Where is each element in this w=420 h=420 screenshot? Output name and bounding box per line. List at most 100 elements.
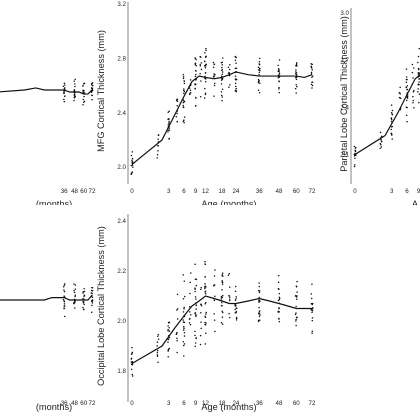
x-tick-label: 3 <box>167 400 171 407</box>
scatter-point <box>221 280 223 282</box>
scatter-point <box>63 90 65 92</box>
scatter-point <box>391 109 394 112</box>
scatter-point <box>278 71 280 73</box>
scatter-point <box>92 84 94 87</box>
x-axis-title: (months) <box>36 402 72 412</box>
scatter-point <box>200 80 202 82</box>
scatter-point <box>183 90 186 93</box>
scatter-point <box>311 87 313 89</box>
scatter-point <box>235 310 238 313</box>
scatter-point <box>380 138 382 141</box>
scatter-point <box>182 344 185 347</box>
scatter-point <box>390 132 392 134</box>
y-tick-label: 1.8 <box>117 368 126 375</box>
scatter-point <box>213 75 215 77</box>
scatter-point <box>183 280 186 282</box>
scatter-point <box>157 144 160 147</box>
scatter-point <box>91 304 93 307</box>
scatter-point <box>353 165 356 168</box>
scatter-point <box>176 112 178 115</box>
scatter-point <box>195 73 197 76</box>
scatter-point <box>221 88 224 90</box>
scatter-point <box>310 71 313 74</box>
scatter-point <box>182 341 185 343</box>
scatter-point <box>310 65 312 67</box>
scatter-point <box>310 293 313 295</box>
scatter-point <box>213 82 216 85</box>
scatter-point <box>91 296 94 298</box>
trend-line <box>0 87 93 95</box>
scatter-point <box>64 87 66 89</box>
scatter-point <box>182 274 184 276</box>
scatter-point <box>411 71 414 74</box>
scatter-point <box>310 67 313 69</box>
scatter-point <box>195 298 197 300</box>
scatter-point <box>354 164 356 166</box>
scatter-point <box>296 295 298 297</box>
scatter-point <box>213 284 216 286</box>
scatter-point <box>296 298 298 300</box>
scatter-point <box>257 66 260 69</box>
y-tick-label: 2.4 <box>117 218 126 225</box>
scatter-point <box>212 284 215 287</box>
scatter-point <box>204 283 206 285</box>
scatter-point <box>194 105 197 107</box>
scatter-point <box>258 71 261 73</box>
scatter-point <box>83 308 85 311</box>
scatter-point <box>204 80 207 83</box>
scatter-point <box>417 88 419 90</box>
scatter-point <box>418 101 420 104</box>
scatter-point <box>277 287 280 290</box>
scatter-point <box>82 103 84 106</box>
scatter-point <box>62 298 65 301</box>
scatter-point <box>205 286 207 288</box>
x-tick-label: 48 <box>71 188 78 195</box>
scatter-point <box>406 85 409 87</box>
scatter-point <box>235 67 238 69</box>
scatter-point <box>204 290 207 293</box>
scatter-point <box>278 80 280 83</box>
scatter-point <box>234 308 236 311</box>
scatter-point <box>390 104 393 106</box>
scatter-point <box>194 69 197 72</box>
scatter-point <box>204 315 206 318</box>
scatter-point <box>221 323 224 325</box>
scatter-point <box>277 281 280 284</box>
scatter-point <box>73 90 75 92</box>
scatter-point <box>220 298 223 300</box>
scatter-point <box>295 69 297 71</box>
scatter-point <box>204 93 207 96</box>
scatter-point <box>257 289 260 292</box>
scatter-point <box>131 159 133 162</box>
scatter-point <box>74 295 76 298</box>
x-tick-label: 72 <box>89 400 96 407</box>
scatter-point <box>221 63 224 66</box>
scatter-point <box>204 87 206 90</box>
scatter-point <box>83 92 86 94</box>
scatter-point <box>221 99 223 102</box>
scatter-point <box>73 283 75 285</box>
scatter-point <box>130 172 133 175</box>
scatter-point <box>190 272 192 274</box>
scatter-point <box>156 341 159 343</box>
scatter-point <box>194 296 197 298</box>
scatter-point <box>182 319 184 321</box>
scatter-point <box>399 86 401 89</box>
scatter-point <box>189 281 191 284</box>
scatter-point <box>296 280 298 283</box>
scatter-point <box>278 91 280 94</box>
x-tick-label: 3 <box>390 188 394 195</box>
x-tick-label: 48 <box>71 400 78 407</box>
scatter-point <box>278 320 281 323</box>
scatter-point <box>205 311 207 314</box>
scatter-point <box>194 290 196 293</box>
scatter-point <box>355 146 357 149</box>
scatter-point <box>156 345 158 347</box>
scatter-point <box>406 106 408 109</box>
scatter-point <box>194 311 197 314</box>
scatter-point <box>195 304 198 306</box>
scatter-point <box>294 313 297 316</box>
scatter-point <box>194 345 196 347</box>
scatter-point <box>204 263 206 265</box>
scatter-point <box>82 98 85 101</box>
